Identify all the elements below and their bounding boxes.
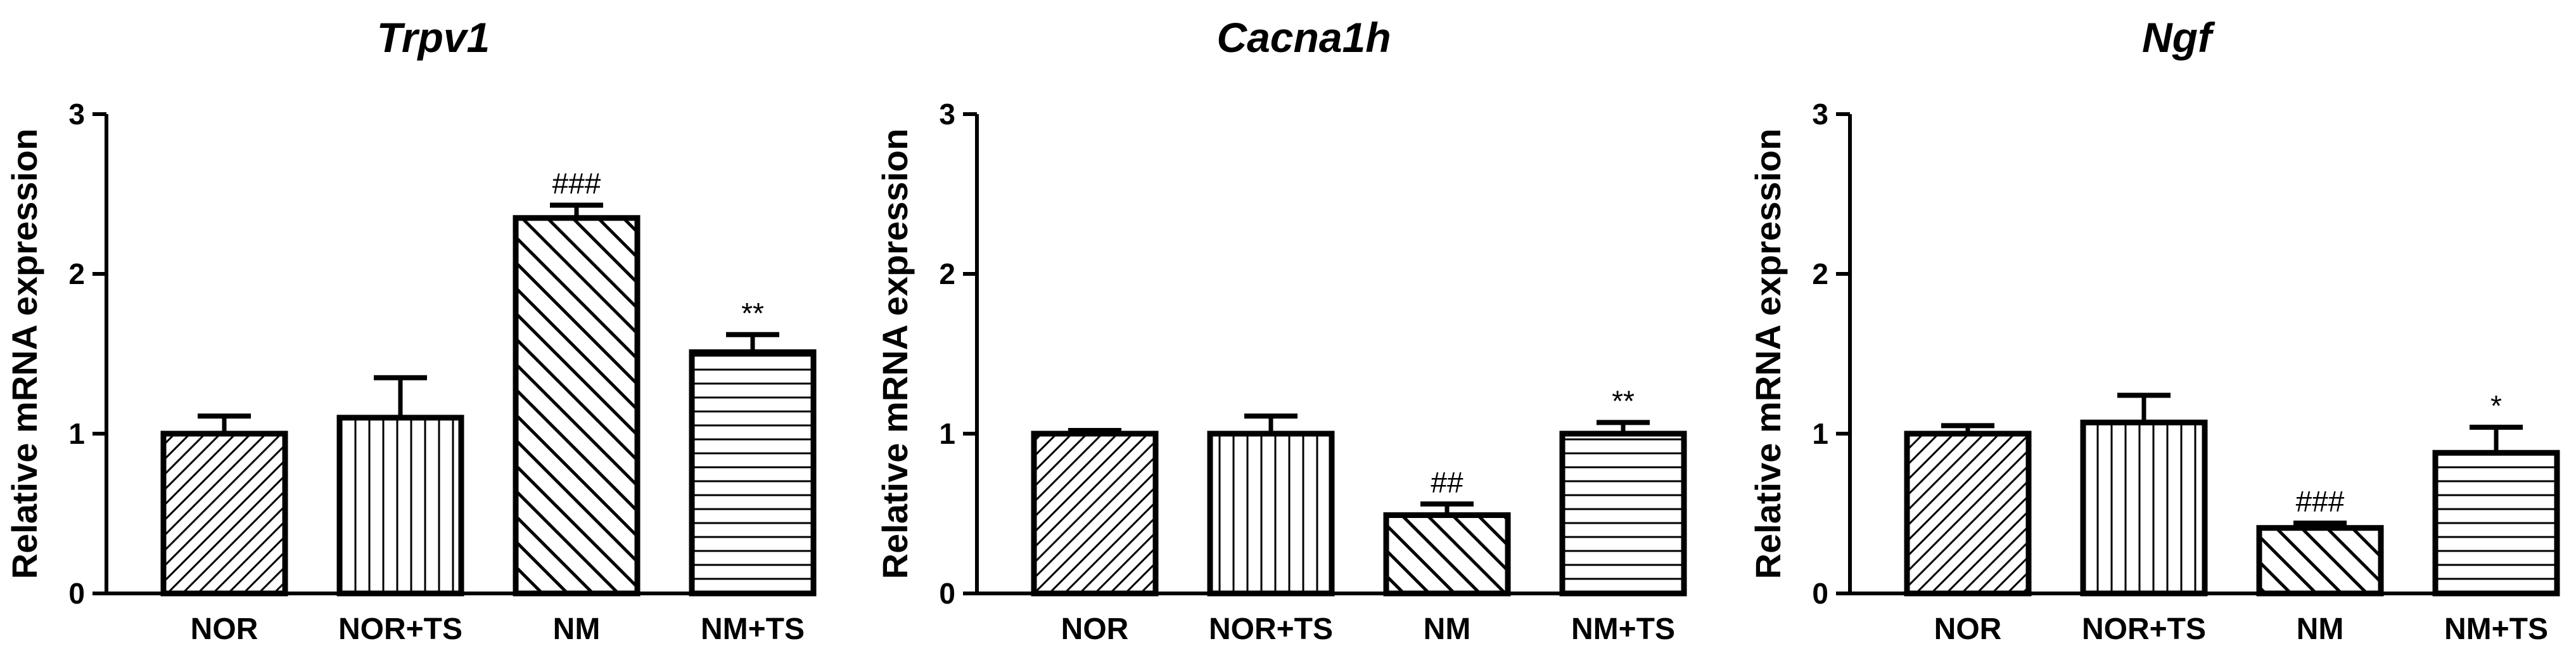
bar [2080,419,2208,597]
y-tick-label: 0 [1812,577,1828,610]
significance-annotation: ## [1431,466,1463,499]
y-tick-label: 2 [68,257,85,290]
chart-title: Ngf [2142,14,2216,61]
y-tick-label: 3 [1812,98,1828,131]
significance-annotation: ** [741,297,764,330]
chart-title: Trpv1 [377,14,490,61]
bar [1207,430,1335,597]
x-tick-label: NOR [191,612,258,646]
x-tick-label: NM [2297,612,2344,646]
x-tick-label: NM+TS [2444,612,2548,646]
bar [160,430,288,597]
x-tick-label: NOR [1934,612,2002,646]
bar [689,349,817,597]
y-tick-label: 1 [68,417,85,450]
bar [2432,450,2560,597]
significance-annotation: ### [2296,485,2345,518]
y-axis-label: Relative mRNA expression [875,129,915,579]
bar [513,215,641,597]
x-tick-label: NOR+TS [1209,612,1333,646]
y-tick-label: 3 [68,98,85,131]
bar [336,415,464,597]
chart-title: Cacna1h [1216,14,1391,61]
y-tick-label: 1 [1812,417,1828,450]
bar [1031,430,1159,597]
x-tick-label: NM [1424,612,1471,646]
significance-annotation: ** [1612,384,1635,417]
y-tick-label: 2 [1812,257,1828,290]
x-tick-label: NM [553,612,601,646]
x-tick-label: NM+TS [701,612,805,646]
y-tick-label: 0 [68,577,85,610]
bar [1904,430,2032,597]
y-tick-label: 3 [939,98,955,131]
bar [2256,525,2384,597]
y-axis-label: Relative mRNA expression [1748,129,1788,579]
y-tick-label: 2 [939,257,955,290]
bar [1559,430,1687,597]
y-tick-label: 1 [939,417,955,450]
bar [1383,512,1511,597]
significance-annotation: * [2490,389,2502,422]
x-tick-label: NM+TS [1571,612,1675,646]
x-tick-label: NOR [1061,612,1129,646]
x-tick-label: NOR+TS [2082,612,2206,646]
significance-annotation: ### [552,167,601,200]
y-tick-label: 0 [939,577,955,610]
x-tick-label: NOR+TS [338,612,462,646]
y-axis-label: Relative mRNA expression [4,129,44,579]
